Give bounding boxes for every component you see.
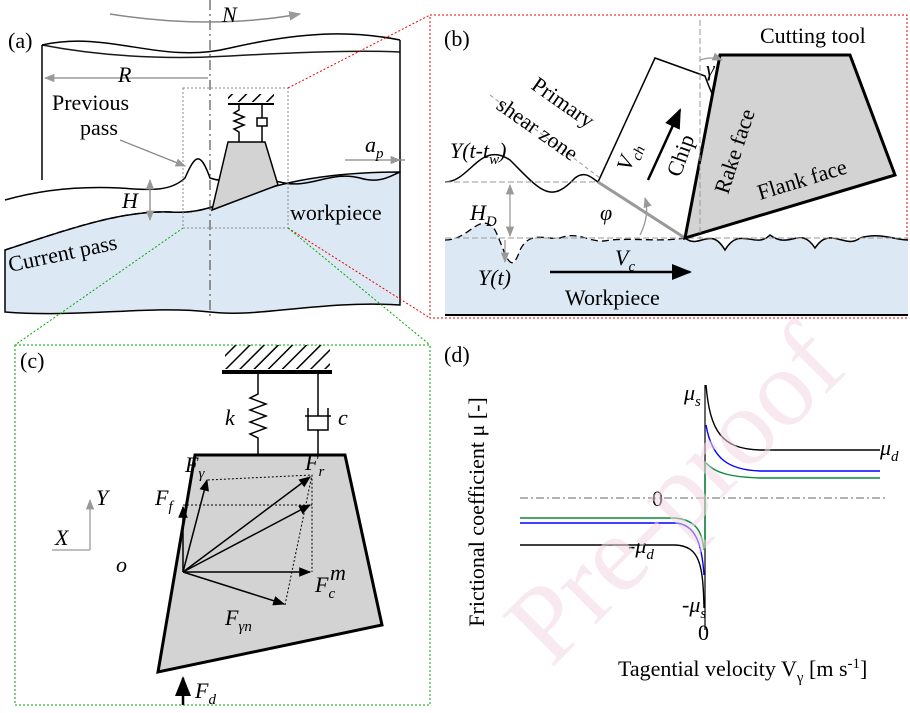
cutting-tool-label: Cutting tool (760, 23, 866, 48)
label-part: μ (879, 435, 891, 460)
workpiece-label: Workpiece (565, 285, 660, 310)
label-part: Y(t-t (450, 138, 490, 163)
y-axis-title: Frictional coefficient μ [-] (464, 397, 489, 626)
force-label: Ff (154, 485, 174, 515)
label-part: -1 (848, 656, 861, 672)
panel-c: (c) k c Fγ Fr Ff Y X o Fc m Fγn Fd (15, 345, 430, 708)
previous-pass-label: pass (80, 115, 118, 140)
label-part: F (194, 678, 209, 703)
label-part: a (365, 132, 376, 157)
label-part: c (628, 259, 635, 275)
depth-label: H (121, 188, 139, 213)
y-tick-label: -μs (682, 592, 706, 622)
panel-label: (d) (444, 342, 470, 367)
panel-a: (a) N R Previous pass H ap workpiece Cur… (5, 0, 405, 320)
x-tick-label: 0 (698, 620, 709, 645)
panel-b: (b) Cutting tool γ Primary shear zone Y(… (430, 15, 908, 318)
label-part: Tagential velocity V (618, 656, 797, 681)
label-part: H (469, 200, 487, 225)
label-part: p (375, 146, 384, 162)
label-part: r (318, 464, 324, 480)
label-part: ) (497, 138, 506, 163)
x-axis-title: Tagential velocity Vγ [m s-1] (618, 656, 867, 686)
label-part: F (304, 450, 319, 475)
origin-label: o (116, 552, 127, 577)
label-part: d (208, 692, 216, 708)
force-label: Fd (194, 678, 216, 708)
label-part: F (184, 452, 199, 477)
figure: (a) N R Previous pass H ap workpiece Cur… (0, 0, 910, 713)
label-part: F (224, 605, 239, 630)
label-part: f (168, 499, 174, 515)
workpiece-label: workpiece (290, 200, 382, 225)
label-part: c (328, 586, 335, 602)
panel-label: (a) (8, 28, 32, 53)
stiffness-label: k (225, 405, 236, 430)
shear-angle-label: φ (600, 200, 612, 225)
rotation-label: N (221, 2, 238, 27)
label-part: w (489, 152, 499, 168)
panel-label: (b) (444, 26, 470, 51)
damping-label: c (338, 405, 348, 430)
label-part: γn (238, 619, 251, 635)
radius-label: R (117, 62, 132, 87)
axis-label: Y (96, 485, 111, 510)
panel-label: (c) (20, 348, 44, 373)
mass-label: m (330, 560, 346, 585)
current-surface-label: Y(t) (478, 265, 511, 290)
label-part: D (485, 214, 497, 230)
label-part: ] (860, 656, 867, 681)
label-part: [m s (804, 656, 848, 681)
previous-pass-label: Previous (52, 90, 129, 115)
label-part: F (314, 572, 329, 597)
axis-label: X (54, 525, 70, 550)
previous-surface-label: Y(t-tw) (450, 138, 506, 168)
label-part: F (154, 485, 169, 510)
rake-angle-label: γ (706, 56, 716, 81)
feed-label: ap (365, 132, 384, 162)
label-part: d (891, 449, 899, 465)
label-part: -μ (682, 592, 700, 617)
watermark: Pre-proof (482, 301, 867, 686)
curve-label: μd (879, 435, 899, 465)
